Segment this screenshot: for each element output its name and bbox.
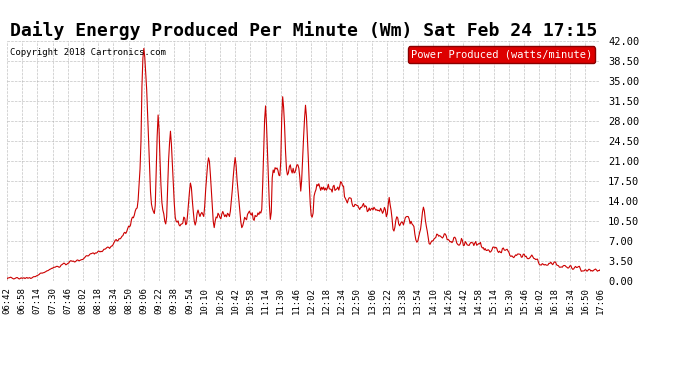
Title: Daily Energy Produced Per Minute (Wm) Sat Feb 24 17:15: Daily Energy Produced Per Minute (Wm) Sa… xyxy=(10,21,598,40)
Text: Copyright 2018 Cartronics.com: Copyright 2018 Cartronics.com xyxy=(10,48,166,57)
Legend: Power Produced (watts/minute): Power Produced (watts/minute) xyxy=(408,46,595,63)
